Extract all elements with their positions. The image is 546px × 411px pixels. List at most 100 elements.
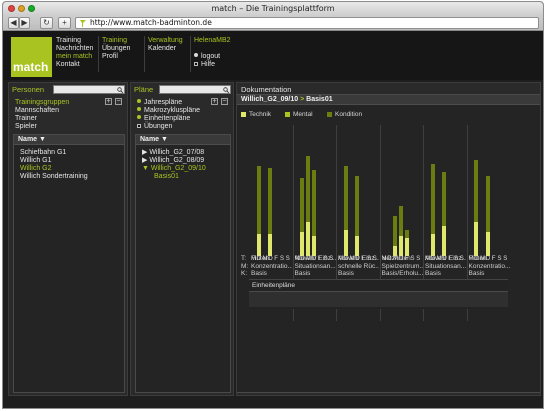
day-label: S (367, 256, 372, 262)
week-cell-text: Abwehr Einz... (338, 255, 379, 262)
day-label: M (436, 256, 442, 262)
filter-makrozyklusplaene[interactable]: Makrozykluspläne (137, 107, 200, 115)
nav-kalender[interactable]: Kalender (148, 45, 177, 52)
day-label: M (393, 256, 399, 262)
day-label: S (497, 256, 502, 262)
close-icon[interactable] (8, 5, 15, 12)
list-item[interactable]: Schiefbahn G1 (20, 149, 67, 156)
bullet-icon (137, 107, 141, 111)
legend-swatch (241, 112, 246, 117)
day-label: D (256, 256, 262, 262)
bar-kondition (355, 176, 360, 256)
day-label: D (343, 256, 349, 262)
nav-nachrichten[interactable]: Nachrichten (56, 45, 94, 52)
bar-technik (343, 230, 348, 256)
tree-item[interactable]: ▶ Willich_G2_08/09 (142, 157, 205, 164)
bar-kondition (306, 156, 311, 256)
list-item[interactable]: Willich Sondertraining (20, 173, 88, 180)
day-label: F (448, 256, 452, 262)
search-icon[interactable] (223, 87, 229, 93)
search-icon[interactable] (117, 87, 123, 93)
legend-swatch (285, 112, 290, 117)
user-menu: HelenaMB2 logout Hilfe (194, 37, 231, 69)
nav-mein-match[interactable]: mein match (56, 53, 93, 60)
week-divider (423, 125, 424, 321)
bar-technik (268, 234, 273, 256)
list-item-selected[interactable]: Willich G2 (20, 165, 52, 172)
bar-technik (355, 236, 360, 256)
nav-profil[interactable]: Profil (102, 53, 118, 60)
forward-button[interactable]: ▶ (19, 17, 30, 29)
personen-search-input[interactable] (53, 85, 125, 94)
nav-uebungen[interactable]: Übungen (102, 45, 131, 52)
filter-uebungen[interactable]: Übungen (137, 123, 200, 131)
nav-divider (190, 36, 191, 72)
tree-item[interactable]: ▶ Willich_G2_07/08 (142, 149, 205, 156)
day-label: F (274, 256, 278, 262)
bar-kondition (343, 166, 348, 256)
nav-verwaltung[interactable]: Verwaltung (148, 37, 183, 44)
nav-training-heading[interactable]: Training (102, 37, 128, 44)
category-spieler[interactable]: Spieler (15, 123, 37, 130)
day-label: D (474, 256, 479, 262)
breadcrumb-separator: > (300, 96, 305, 103)
row-labels: T: M: K: (241, 255, 248, 278)
tree-item-selected[interactable]: Basis01 (154, 173, 179, 180)
breadcrumb-path[interactable]: Willich_G2_09/10 (241, 96, 299, 103)
row-label-kondition: K: (241, 270, 248, 277)
help-link[interactable]: Hilfe (194, 61, 231, 69)
day-label: F (491, 256, 496, 262)
app-header: match Training Nachrichten mein match Ko… (3, 31, 543, 80)
day-label: S (416, 256, 421, 262)
bar-kondition (311, 170, 316, 256)
plaene-list: Name ▼ ▶ Willich_G2_07/08 ▶ Willich_G2_0… (135, 134, 231, 393)
week-cell-text: Basis (294, 270, 311, 277)
dokumentation-title: Dokumentation (241, 85, 292, 94)
filter-jahresplaene[interactable]: Jahrespläne (137, 99, 200, 107)
week-cell-text: Basis/Erholu... (381, 270, 423, 277)
remove-person-button[interactable]: − (115, 98, 122, 105)
personen-panel: Personen + − Trainingsgruppen Mannschaft… (8, 82, 128, 396)
list-item[interactable]: Willich G1 (20, 157, 52, 164)
add-bookmark-button[interactable]: + (58, 17, 71, 29)
day-label: D (355, 256, 360, 262)
zoom-icon[interactable] (28, 5, 35, 12)
plaene-list-header[interactable]: Name ▼ (136, 135, 230, 145)
plaene-search-input[interactable] (159, 85, 231, 94)
remove-plan-button[interactable]: − (221, 98, 228, 105)
nav-training[interactable]: Training (56, 37, 82, 44)
match-logo[interactable]: match (11, 37, 52, 77)
bar-kondition (398, 206, 403, 256)
minimize-icon[interactable] (18, 5, 25, 12)
day-label: D (268, 256, 273, 262)
filter-einheitenplaene[interactable]: Einheitenpläne (137, 115, 200, 123)
nav-kontakt[interactable]: Kontakt (56, 61, 80, 68)
einheitenplaene-area[interactable] (249, 291, 508, 307)
add-plan-button[interactable]: + (211, 98, 218, 105)
week-cell-text: schnelle Rüc... (338, 262, 379, 270)
tree-item-expanded[interactable]: ▼ Willich_G2_09/10 (142, 165, 206, 172)
bar-technik (300, 232, 305, 256)
week-cell-text: Abwehr Einz... (294, 255, 336, 262)
url-bar[interactable]: http://www.match-badminton.de (75, 17, 539, 29)
back-button[interactable]: ◀ (8, 17, 19, 29)
logout-link[interactable]: logout (194, 53, 231, 61)
bullet-icon (137, 115, 141, 119)
reload-button[interactable]: ↻ (40, 17, 53, 29)
week-divider (292, 125, 294, 321)
personen-list-header[interactable]: Name ▼ (14, 135, 124, 145)
category-trainingsgruppen[interactable]: Trainingsgruppen (15, 99, 70, 106)
add-person-button[interactable]: + (105, 98, 112, 105)
day-label: S (285, 256, 290, 262)
category-mannschaften[interactable]: Mannschaften (15, 107, 59, 114)
bar-technik (393, 246, 398, 256)
day-label: M (251, 256, 256, 262)
category-trainer[interactable]: Trainer (15, 115, 37, 122)
